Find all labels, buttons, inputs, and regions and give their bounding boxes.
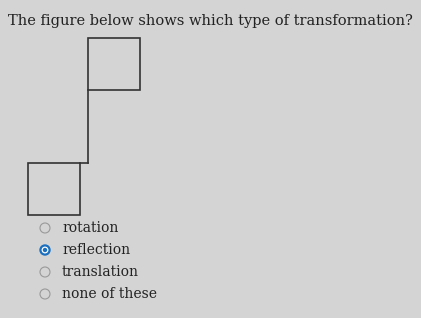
Circle shape <box>42 247 48 253</box>
Text: reflection: reflection <box>62 243 130 257</box>
Circle shape <box>40 245 50 255</box>
Text: rotation: rotation <box>62 221 118 235</box>
Bar <box>28 163 80 215</box>
Bar <box>88 38 140 90</box>
Text: translation: translation <box>62 265 139 279</box>
Text: The figure below shows which type of transformation?: The figure below shows which type of tra… <box>8 14 413 28</box>
Circle shape <box>43 248 46 252</box>
Text: none of these: none of these <box>62 287 157 301</box>
